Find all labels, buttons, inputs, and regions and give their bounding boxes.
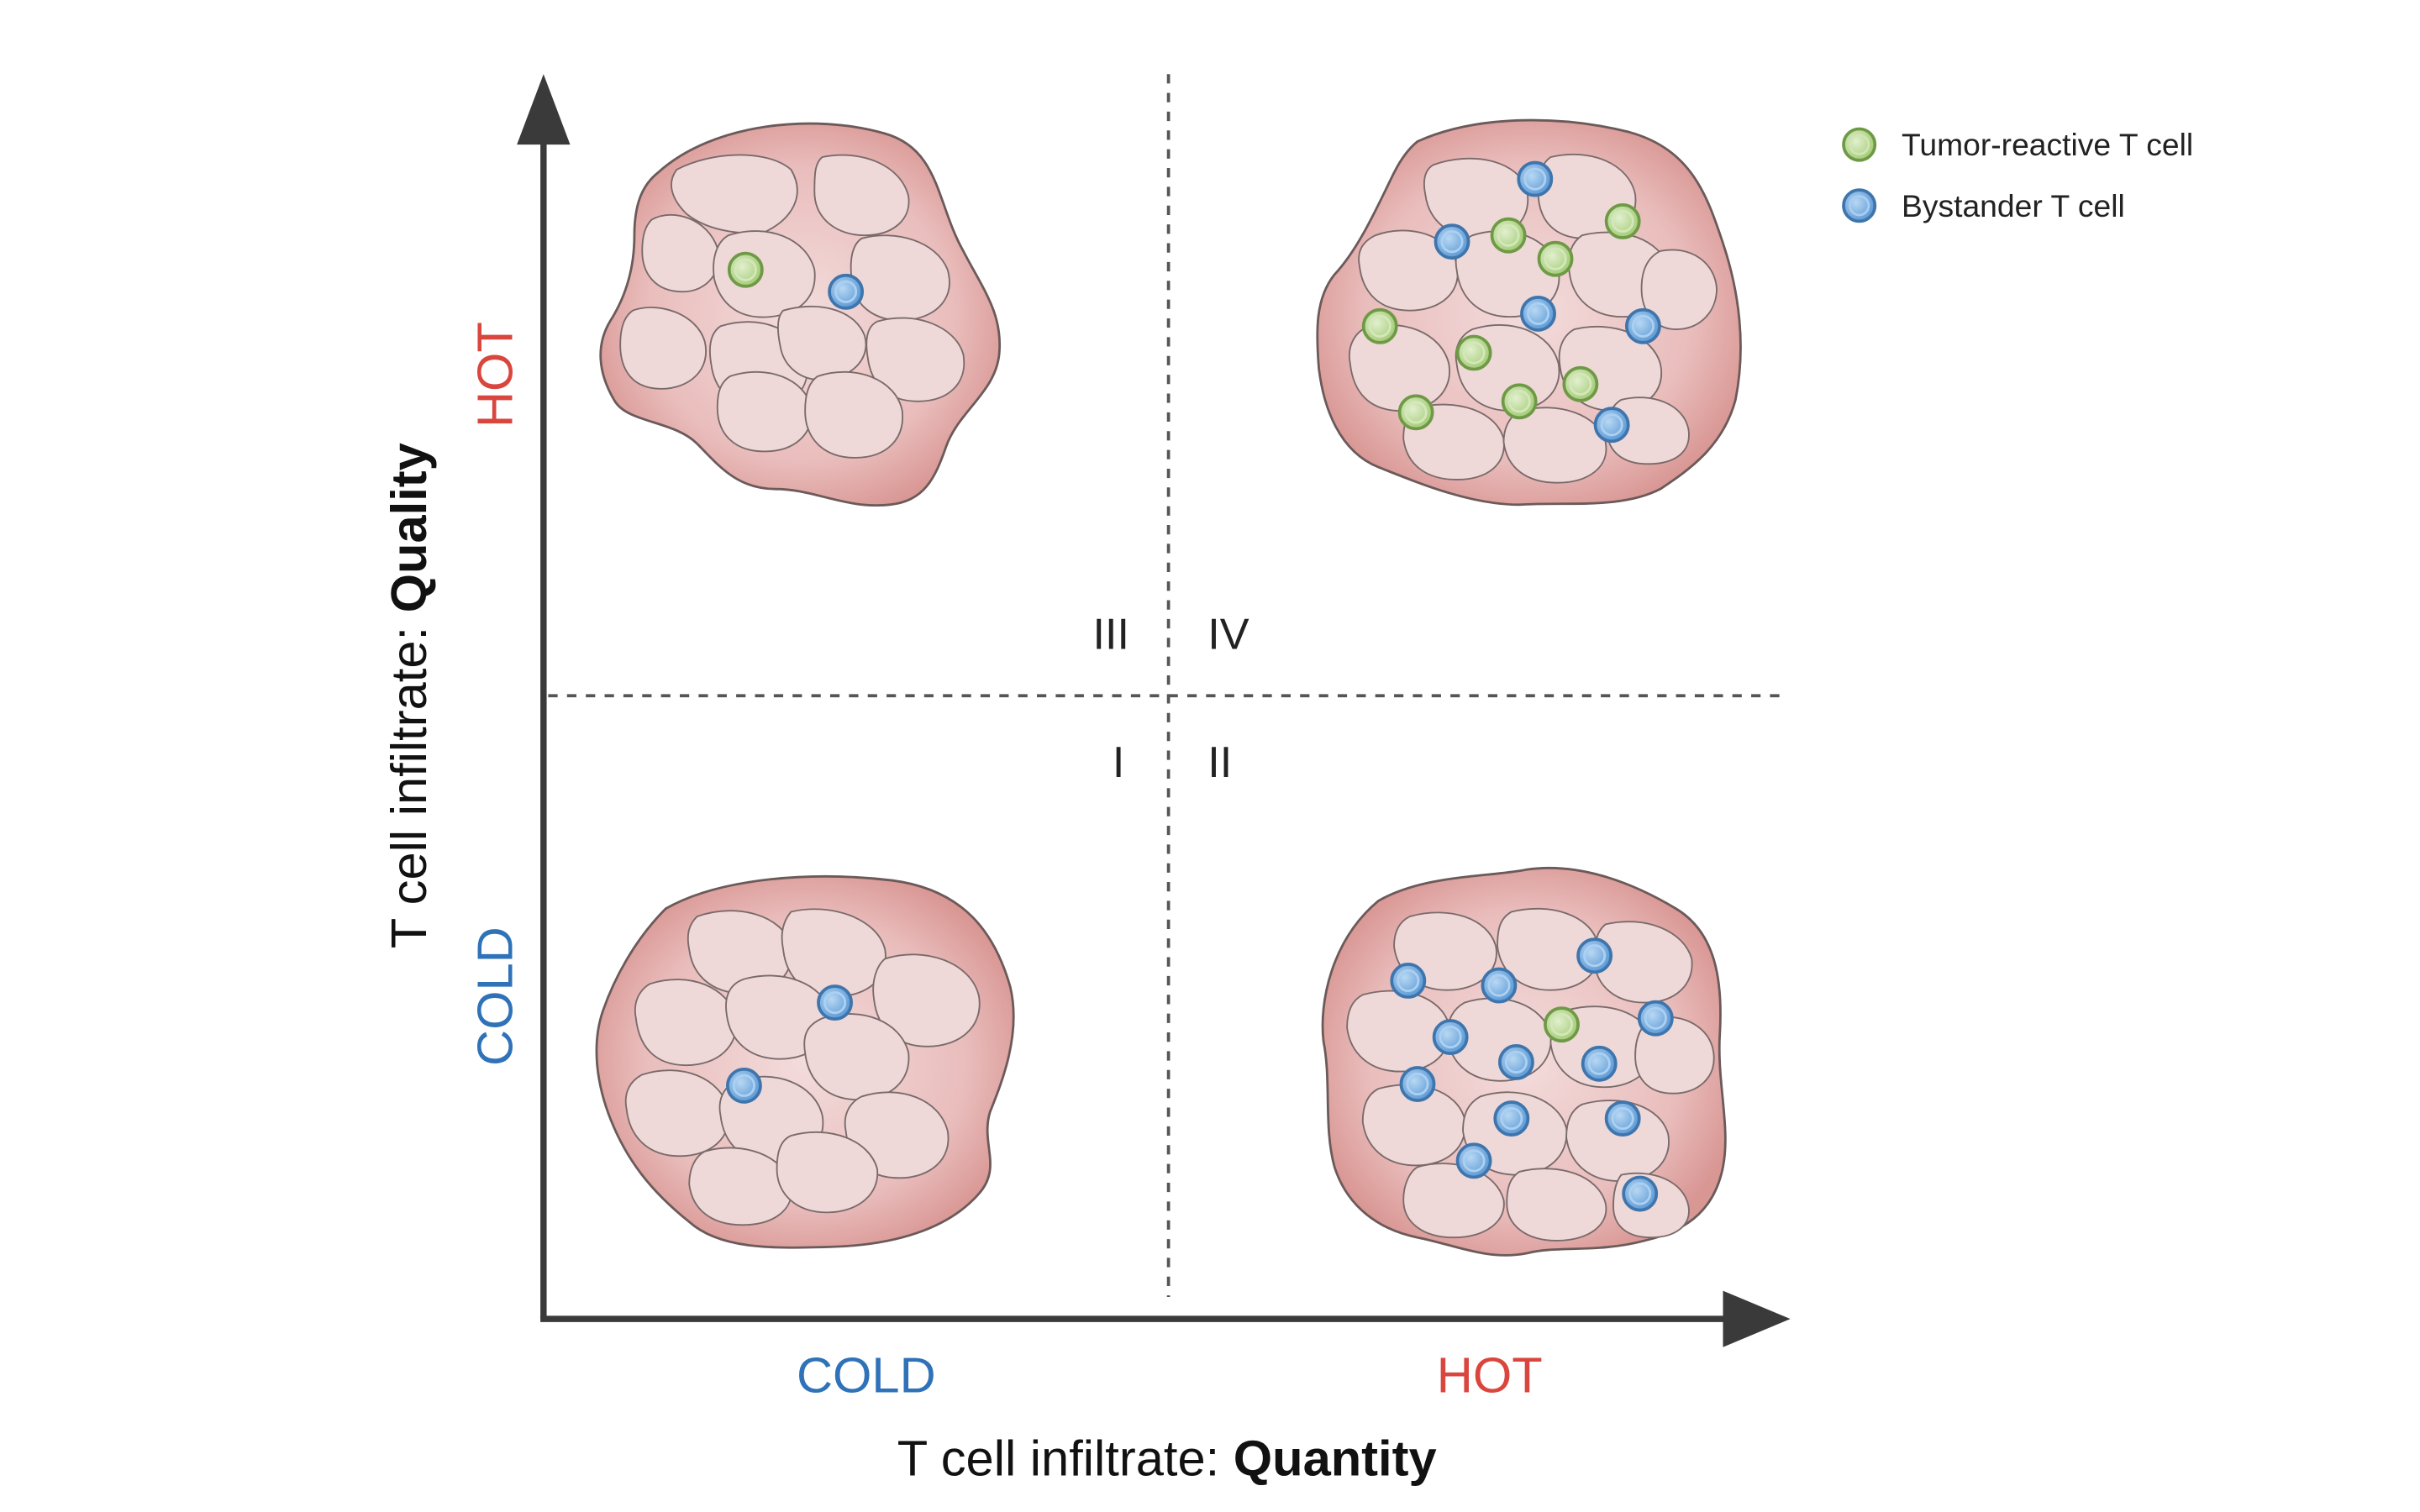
tumor-cells xyxy=(624,908,981,1226)
tumor-reactive-t-cell xyxy=(1544,1006,1580,1043)
tumor-reactive-t-cell xyxy=(1455,334,1492,371)
tumor-reactive-t-cell xyxy=(1604,202,1641,239)
bystander-t-cell xyxy=(1624,307,1661,344)
y-axis-title: T cell infiltrate: Quality xyxy=(381,443,437,948)
bystander-t-cell xyxy=(828,273,865,310)
legend-label-bystander: Bystander T cell xyxy=(1902,188,2125,223)
tumor-reactive-t-cell xyxy=(1562,365,1599,402)
tumor-cells xyxy=(1349,153,1718,484)
bystander-t-cell xyxy=(1622,1175,1659,1212)
legend-label-tumor-reactive: Tumor-reactive T cell xyxy=(1902,127,2193,162)
bystander-t-cell xyxy=(726,1067,762,1104)
bystander-t-cell xyxy=(1493,1100,1530,1137)
y-axis-title-bold: Quality xyxy=(381,443,437,612)
y-axis-arrow xyxy=(517,74,571,145)
x-axis-title: T cell infiltrate: Quantity xyxy=(897,1431,1437,1487)
y-axis-hot-label: HOT xyxy=(467,322,523,428)
y-axis-cold-label: COLD xyxy=(467,927,523,1066)
quadrant-label-IV: IV xyxy=(1207,610,1249,659)
bystander-t-cell xyxy=(1432,1019,1469,1056)
tumor-quadrant-I xyxy=(595,875,1015,1249)
x-axis-title-bold: Quantity xyxy=(1234,1431,1437,1487)
legend: Tumor-reactive T cell Bystander T cell xyxy=(1842,127,2193,223)
bystander-t-cell xyxy=(817,984,853,1021)
tumor-reactive-swatch-icon xyxy=(1842,127,1877,162)
quadrant-label-I: I xyxy=(1113,738,1124,787)
bystander-t-cell xyxy=(1604,1100,1641,1137)
bystander-t-cell xyxy=(1434,223,1470,260)
bystander-t-cell xyxy=(1399,1066,1436,1102)
tumor-quadrant-III xyxy=(599,122,1002,507)
tumor-reactive-t-cell xyxy=(1397,394,1434,431)
bystander-swatch-icon xyxy=(1842,188,1877,223)
tumor-reactive-t-cell xyxy=(1361,307,1398,344)
legend-item-bystander: Bystander T cell xyxy=(1842,188,2125,223)
bystander-t-cell xyxy=(1390,963,1427,999)
bystander-t-cell xyxy=(1593,407,1630,444)
bystander-t-cell xyxy=(1481,967,1518,1004)
tumor-reactive-t-cell xyxy=(1537,240,1574,277)
x-axis-hot-label: HOT xyxy=(1437,1347,1543,1404)
tumor-reactive-swatch-inner xyxy=(1849,134,1870,155)
bystander-t-cell xyxy=(1520,295,1556,332)
x-axis-cold-label: COLD xyxy=(797,1347,936,1404)
t-cells xyxy=(726,160,1674,1212)
bystander-t-cell xyxy=(1581,1045,1618,1082)
bystander-t-cell xyxy=(1576,937,1613,974)
bystander-t-cell xyxy=(1455,1142,1492,1179)
x-axis-title-prefix: T cell infiltrate: xyxy=(897,1431,1234,1487)
y-axis-title-prefix: T cell infiltrate: xyxy=(381,612,437,948)
bystander-t-cell xyxy=(1517,160,1554,197)
bystander-t-cell xyxy=(1497,1043,1534,1080)
quadrant-dividers xyxy=(548,74,1786,1298)
tumor-reactive-t-cell xyxy=(1501,383,1538,420)
bystander-t-cell xyxy=(1637,1000,1674,1037)
tumor-reactive-t-cell xyxy=(727,251,764,288)
legend-item-tumor-reactive: Tumor-reactive T cell xyxy=(1842,127,2193,162)
bystander-swatch-inner xyxy=(1849,195,1870,217)
tumor-cells xyxy=(619,154,965,459)
quadrant-label-III: III xyxy=(1093,610,1130,659)
quadrant-label-II: II xyxy=(1207,738,1232,787)
tumor-reactive-t-cell xyxy=(1490,217,1527,254)
x-axis-arrow xyxy=(1723,1290,1791,1347)
axes xyxy=(517,74,1791,1347)
